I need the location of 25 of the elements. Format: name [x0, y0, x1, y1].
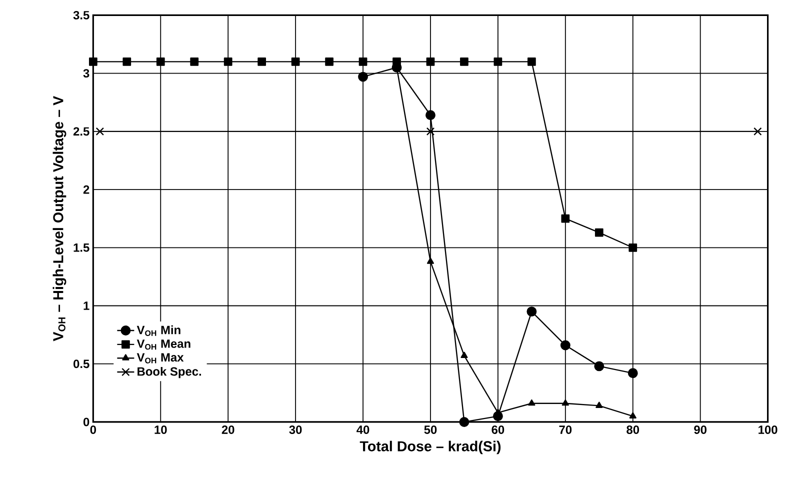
y-tick-label: 3 — [83, 69, 90, 78]
x-tick-label: 30 — [289, 425, 302, 434]
legend-label: V$_{OH}$ Mean — [136, 340, 190, 350]
y-tick-label: 1 — [84, 302, 90, 310]
x-axis-title: Total Dose – krad(Si) — [360, 440, 501, 454]
y-tick-label: 2 — [83, 185, 90, 194]
y-tick-label: 0 — [83, 418, 90, 426]
x-tick-label: 70 — [559, 425, 572, 434]
x-tick-label: 60 — [492, 425, 504, 434]
x-tick-label: 40 — [356, 425, 370, 434]
legend-label: V$_{OH}$ Max — [136, 353, 184, 364]
y-tick-label: 1.5 — [74, 243, 90, 252]
legend-label: V$_{OH}$ Min — [136, 325, 180, 336]
y-tick-label: 2.5 — [73, 127, 90, 136]
y-axis-title: V$_{OH}$ – High-Level Output Voltage – V — [52, 96, 66, 342]
x-tick-label: 20 — [222, 425, 234, 434]
x-tick-label: 90 — [694, 425, 706, 434]
y-tick-label: 0.5 — [74, 360, 90, 368]
x-tick-label: 80 — [626, 425, 640, 434]
x-tick-label: 10 — [154, 425, 167, 434]
x-tick-label: 50 — [424, 425, 437, 434]
legend-label: Book Spec. — [138, 366, 202, 378]
x-tick-label: 100 — [758, 425, 778, 434]
x-tick-label: 0 — [90, 425, 96, 434]
y-tick-label: 3.5 — [73, 10, 90, 20]
